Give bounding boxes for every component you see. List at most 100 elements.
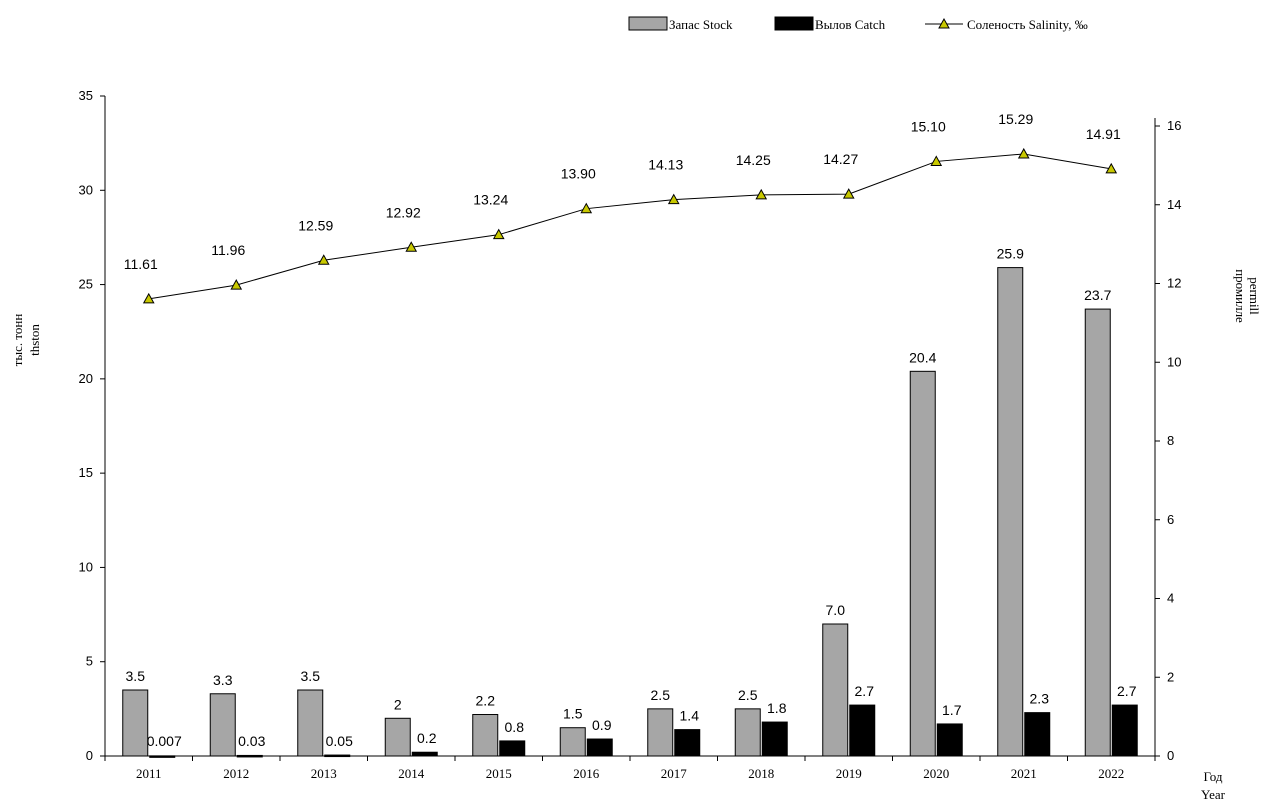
bar-catch [1024, 712, 1051, 757]
salinity-value-label: 14.27 [823, 151, 858, 167]
catch-value-label: 0.05 [326, 733, 353, 749]
stock-value-label: 3.5 [126, 668, 146, 684]
catch-value-label: 0.8 [505, 719, 525, 735]
bar-catch [849, 704, 876, 757]
stock-value-label: 2 [394, 696, 402, 712]
left-axis-tick-label: 30 [79, 182, 93, 197]
bar-stock [384, 717, 411, 757]
salinity-point-marker [667, 193, 680, 205]
left-axis-tick-label: 25 [79, 277, 93, 292]
catch-value-label: 2.7 [855, 683, 875, 699]
bar-stock [209, 693, 236, 757]
legend-salinity-label: Соленость Salinity, ‰ [967, 17, 1088, 32]
salinity-point-marker [930, 155, 943, 166]
bar-stock [909, 370, 936, 757]
x-axis-title-line: Year [1201, 787, 1226, 802]
bar-catch [936, 723, 963, 757]
bar-stock [122, 689, 149, 757]
bar-stock [734, 708, 761, 757]
legend-catch-label: Вылов Catch [815, 17, 886, 32]
legend-stock-swatch [628, 16, 668, 31]
stock-value-label: 1.5 [563, 706, 583, 722]
catch-value-label: 0.03 [238, 733, 265, 749]
x-axis-tick-label: 2014 [398, 766, 425, 781]
salinity-value-label: 14.25 [736, 152, 771, 168]
right-axis-tick-label: 16 [1167, 118, 1181, 133]
x-axis-tick-label: 2017 [661, 766, 688, 781]
bar-catch [411, 751, 438, 757]
salinity-value-label: 15.29 [998, 111, 1033, 127]
right-axis-tick-label: 8 [1167, 433, 1174, 448]
salinity-point-marker [1017, 147, 1030, 159]
stock-value-label: 20.4 [909, 349, 936, 365]
bar-stock [297, 689, 324, 757]
left-axis-tick-label: 35 [79, 88, 93, 103]
catch-value-label: 2.3 [1030, 691, 1050, 707]
right-axis-tick-label: 12 [1167, 276, 1181, 291]
left-axis-title: тыс. тонн thston [10, 314, 42, 367]
salinity-value-label: 13.90 [561, 166, 596, 182]
bar-stock [997, 267, 1024, 757]
stock-value-label: 2.5 [738, 687, 758, 703]
salinity-point-marker [492, 228, 505, 240]
salinity-point-marker [1105, 162, 1118, 174]
catch-value-label: 1.8 [767, 700, 787, 716]
salinity-value-label: 12.59 [298, 217, 333, 233]
axes: 0 5 10 15 20 25 30 35 0 2 4 6 8 10 12 14 16 2011 2012 2013 2… [10, 88, 1262, 802]
right-axis-title: промилле permill [1233, 269, 1262, 323]
x-axis-tick-label: 2018 [748, 766, 774, 781]
stock-value-label: 2.2 [476, 693, 496, 709]
data-labels-layer: 3.5 0.007 3.3 0.03 3.5 0.05 2 0.2 2.2 0.8 1.5 0.9 2.… [124, 111, 1137, 749]
x-axis-tick-label: 2020 [923, 766, 949, 781]
left-axis-tick-label: 10 [79, 559, 93, 574]
catch-value-label: 0.9 [592, 717, 612, 733]
stock-value-label: 3.3 [213, 672, 233, 688]
x-axis-tick-label: 2016 [573, 766, 600, 781]
left-axis-tick-label: 20 [79, 371, 93, 386]
catch-value-label: 0.2 [417, 730, 437, 746]
salinity-value-label: 11.61 [124, 256, 158, 272]
catch-value-label: 1.7 [942, 702, 962, 718]
salinity-value-label: 14.13 [648, 157, 683, 173]
stock-value-label: 25.9 [997, 246, 1024, 262]
right-axis-tick-label: 14 [1167, 197, 1181, 212]
salinity-point-marker [142, 292, 155, 304]
bar-stock [822, 623, 849, 757]
stock-value-label: 7.0 [826, 602, 846, 618]
salinity-value-label: 11.96 [211, 242, 245, 258]
right-axis-tick-label: 0 [1167, 748, 1174, 763]
salinity-value-label: 14.91 [1086, 126, 1121, 142]
left-axis-tick-label: 0 [86, 748, 93, 763]
legend-salinity-marker [938, 17, 950, 29]
bar-catch [586, 738, 613, 757]
legend-catch-swatch [774, 16, 814, 31]
salinity-point-marker [580, 202, 593, 214]
bar-catch [674, 729, 701, 757]
salinity-point-marker [405, 241, 418, 252]
left-axis-tick-label: 5 [86, 654, 93, 669]
x-axis-tick-label: 2022 [1098, 766, 1124, 781]
salinity-line-layer [142, 147, 1118, 304]
salinity-value-label: 13.24 [473, 192, 508, 208]
bar-stock [559, 727, 586, 757]
stock-value-label: 2.5 [651, 687, 671, 703]
left-axis-title-line: thston [27, 324, 42, 356]
left-axis-tick-label: 15 [79, 465, 93, 480]
x-axis-tick-label: 2021 [1011, 766, 1037, 781]
catch-value-label: 0.007 [147, 733, 182, 749]
right-axis-tick-label: 2 [1167, 669, 1174, 684]
right-axis-tick-label: 6 [1167, 512, 1174, 527]
salinity-point-marker [317, 254, 330, 265]
x-axis-tick-label: 2011 [136, 766, 162, 781]
right-axis-title-line: permill [1247, 277, 1262, 315]
bar-catch [149, 755, 176, 758]
bar-stock [647, 708, 674, 757]
bar-catch [236, 754, 263, 758]
bar-stock [472, 714, 499, 757]
x-axis-title-line: Год [1203, 769, 1222, 784]
right-axis-tick-label: 4 [1167, 591, 1174, 606]
bar-catch [324, 754, 351, 758]
x-axis-tick-label: 2015 [486, 766, 512, 781]
x-axis-tick-label: 2012 [223, 766, 249, 781]
